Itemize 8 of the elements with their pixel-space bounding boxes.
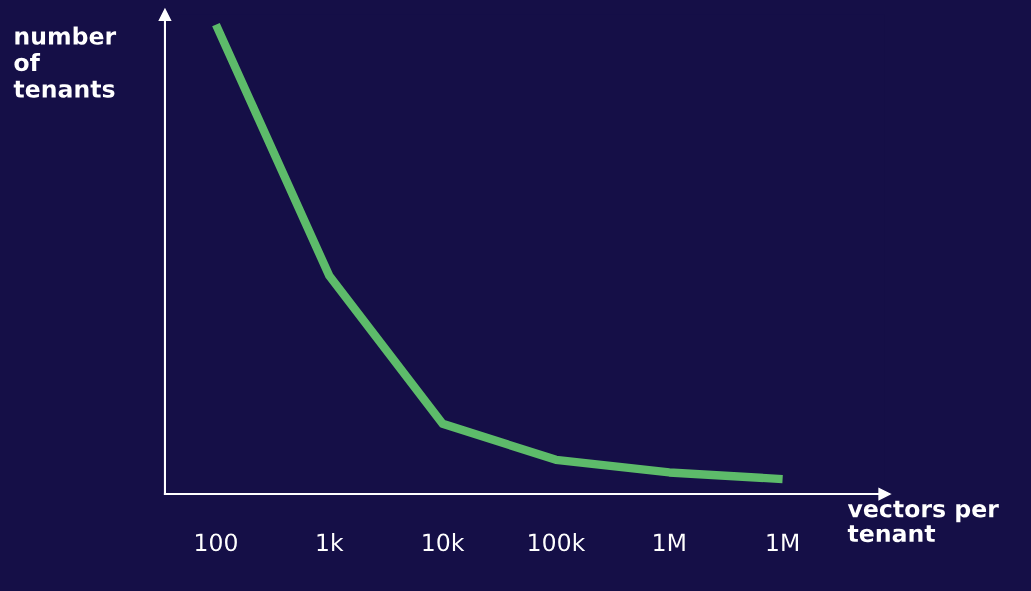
x-tick-label: 1k: [317, 532, 344, 551]
x-tick-label: 100: [196, 533, 237, 552]
x-axis-title: vectors per tenant: [847, 500, 999, 543]
y-axis-title: number of tenants: [13, 26, 117, 98]
x-tick-label: 1M: [654, 533, 685, 551]
x-tick-label: 100k: [529, 532, 586, 552]
x-tick-label: 1M: [767, 533, 798, 551]
x-tick-label: 10k: [423, 532, 465, 552]
